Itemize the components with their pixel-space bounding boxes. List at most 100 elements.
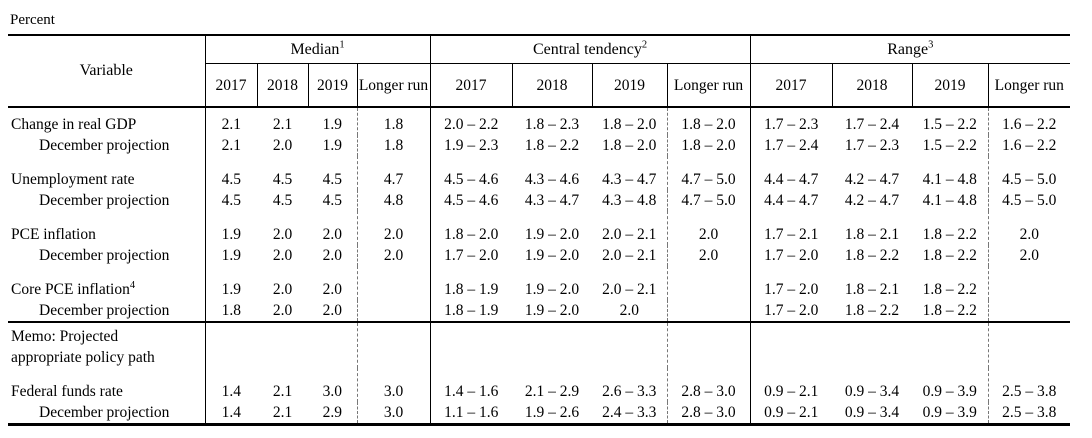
central-tendency-value: 2.1 – 2.9 <box>524 383 580 400</box>
central-tendency-value: 1.8 – 2.0 <box>666 135 751 156</box>
range-value: 2.5 – 3.8 <box>987 368 1071 402</box>
central-tendency-value: 2.0 – 2.1 <box>602 281 657 298</box>
median-value: 4.8 <box>356 190 430 211</box>
table-row: Unemployment rate 4.5 4.5 4.5 4.7 4.5 – 4.6 4.… <box>8 156 1071 190</box>
row-label: Memo: Projected appropriate policy path <box>8 321 206 368</box>
row-label: December projection <box>8 245 206 266</box>
central-tendency-value: 1.9 – 2.6 <box>524 404 580 421</box>
range-value <box>987 266 1071 300</box>
range-value: 0.9 – 2.1 <box>749 368 833 402</box>
central-tendency-value: 4.3 – 4.7 <box>602 171 657 188</box>
economic-projections-table: Variable Median1 Central tendency2 Range… <box>8 34 1071 426</box>
central-tendency-value <box>592 321 667 368</box>
range-value: 4.1 – 4.8 <box>922 171 977 188</box>
row-label: December projection <box>8 402 206 425</box>
range-year-2018: 2018 <box>831 63 913 108</box>
range-year-2017: 2017 <box>749 63 833 108</box>
row-label: Unemployment rate <box>8 156 206 190</box>
range-value: 1.6 – 2.2 <box>987 107 1071 135</box>
range-value: 4.5 – 5.0 <box>987 190 1071 211</box>
median-value: 2.0 <box>322 247 342 264</box>
table-caption: Percent <box>10 12 55 28</box>
median-value: 1.9 <box>322 116 342 133</box>
year-header-row: 2017 2018 2019 Longer run 2017 2018 2019… <box>8 63 1071 108</box>
range-value: 1.7 – 2.3 <box>844 137 900 154</box>
median-value: 1.8 <box>356 135 430 156</box>
median-value: 2.1 <box>272 383 293 400</box>
central-tendency-value: 1.9 – 2.0 <box>524 247 580 264</box>
table-row: December projection 1.9 2.0 2.0 2.0 1.7 – 2.0… <box>8 245 1071 266</box>
central-tendency-value <box>512 321 592 368</box>
central-tendency-value: 1.9 – 2.0 <box>524 302 580 319</box>
central-tendency-value: 4.5 – 4.6 <box>429 190 512 211</box>
range-value: 1.5 – 2.2 <box>922 116 977 133</box>
range-value <box>987 321 1071 368</box>
median-value: 2.0 <box>356 211 430 245</box>
median-value: 1.9 <box>221 281 241 298</box>
central-tendency-value: 1.9 – 2.0 <box>524 226 580 243</box>
central-tendency-value: 4.3 – 4.8 <box>602 192 657 209</box>
median-value: 1.9 <box>221 226 241 243</box>
central-tendency-value: 4.5 – 4.6 <box>429 156 512 190</box>
median-value: 2.1 <box>221 137 241 154</box>
central-tendency-value: 1.8 – 2.0 <box>429 211 512 245</box>
central-tendency-value: 1.9 – 2.0 <box>524 281 580 298</box>
median-value: 2.0 <box>272 137 293 154</box>
range-value: 0.9 – 3.4 <box>844 383 900 400</box>
central-tendency-value: 2.0 <box>619 302 639 319</box>
central-tendency-value: 4.3 – 4.7 <box>524 192 580 209</box>
table-row: Memo: Projected appropriate policy path <box>8 321 1071 368</box>
central-tendency-value: 1.8 – 1.9 <box>429 300 512 322</box>
row-label: December projection <box>8 300 206 322</box>
table-row: Federal funds rate 1.4 2.1 3.0 3.0 1.4 – 1.6 2… <box>8 368 1071 402</box>
median-value: 4.5 <box>322 192 342 209</box>
range-value: 4.2 – 4.7 <box>844 192 900 209</box>
range-value: 1.8 – 2.2 <box>922 247 977 264</box>
median-year-2018: 2018 <box>256 63 308 108</box>
median-value <box>356 321 430 368</box>
table-row: December projection 2.1 2.0 1.9 1.8 1.9 – 2.3… <box>8 135 1071 156</box>
median-longer-run: Longer run <box>356 63 430 108</box>
central-tendency-value: 1.8 – 1.9 <box>429 266 512 300</box>
central-tendency-group-header: Central tendency2 <box>429 34 751 64</box>
median-group-header: Median1 <box>205 34 430 64</box>
row-label: December projection <box>8 135 206 156</box>
range-value: 1.5 – 2.2 <box>922 137 977 154</box>
range-value <box>987 300 1071 322</box>
central-tendency-value: 2.0 – 2.2 <box>429 107 512 135</box>
central-tendency-value: 1.4 – 1.6 <box>429 368 512 402</box>
range-value: 4.1 – 4.8 <box>922 192 977 209</box>
central-tendency-value: 2.8 – 3.0 <box>666 368 751 402</box>
central-tendency-value: 2.0 <box>666 245 751 266</box>
range-value: 4.2 – 4.7 <box>844 171 900 188</box>
range-value <box>749 321 833 368</box>
median-value: 2.1 <box>272 116 293 133</box>
median-value: 1.9 <box>322 137 342 154</box>
median-value: 4.5 <box>322 171 342 188</box>
range-value: 1.8 – 2.2 <box>922 226 977 243</box>
median-value: 3.0 <box>356 402 430 425</box>
table-row: Change in real GDP 2.1 2.1 1.9 1.8 2.0 – 2.2 1… <box>8 107 1071 135</box>
central-tendency-value <box>429 321 512 368</box>
central-tendency-value: 2.0 – 2.1 <box>602 247 657 264</box>
median-value: 1.8 <box>221 302 241 319</box>
table-row: PCE inflation 1.9 2.0 2.0 2.0 1.8 – 2.0 1.9 – … <box>8 211 1071 245</box>
median-value: 4.7 <box>356 156 430 190</box>
range-value: 4.5 – 5.0 <box>987 156 1071 190</box>
median-value: 2.0 <box>322 226 342 243</box>
range-value: 1.7 – 2.0 <box>749 300 833 322</box>
range-value <box>832 321 913 368</box>
central-tendency-value <box>666 266 751 300</box>
range-value: 0.9 – 2.1 <box>749 402 833 425</box>
range-value: 1.8 – 2.2 <box>844 247 900 264</box>
median-value: 4.5 <box>272 171 293 188</box>
range-value: 1.7 – 2.3 <box>749 107 833 135</box>
range-year-2019: 2019 <box>911 63 989 108</box>
central-tendency-value: 4.7 – 5.0 <box>666 156 751 190</box>
range-value <box>912 321 989 368</box>
range-value: 1.8 – 2.1 <box>844 281 900 298</box>
median-value: 1.4 <box>221 404 241 421</box>
median-value: 2.0 <box>322 302 342 319</box>
central-tendency-value: 4.7 – 5.0 <box>666 190 751 211</box>
table-row: December projection 1.4 2.1 2.9 3.0 1.1 – 1.6… <box>8 402 1071 425</box>
